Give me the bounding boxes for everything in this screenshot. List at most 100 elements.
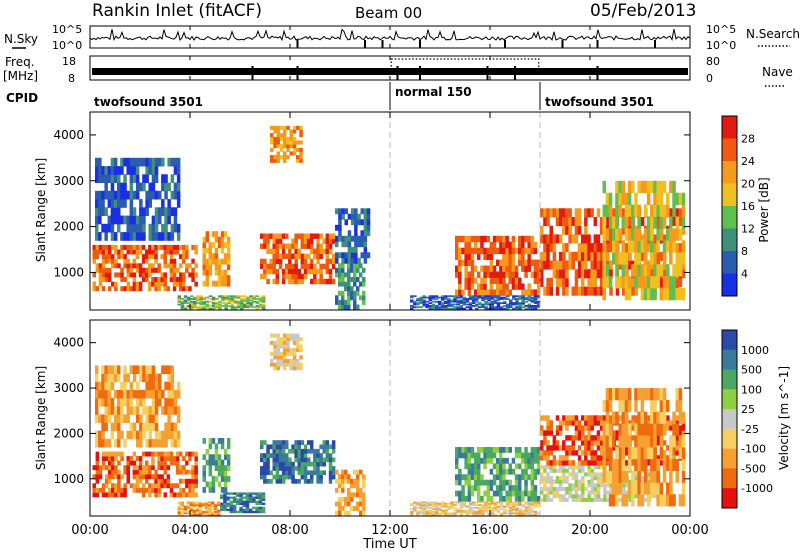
cell-r0-13-1 bbox=[132, 487, 137, 493]
cell-r10-26-7 bbox=[176, 381, 181, 391]
cell-r2-19-2 bbox=[319, 268, 323, 275]
cell-r3-21-7 bbox=[243, 298, 247, 300]
cell-r5-1-3 bbox=[458, 271, 462, 278]
cell-r2-12-7 bbox=[297, 448, 301, 454]
cell-r10-7-9 bbox=[117, 365, 121, 374]
cell-r5-11-6 bbox=[489, 253, 494, 260]
cell-r10-17-6 bbox=[148, 389, 152, 399]
cell-r10-9-0 bbox=[437, 307, 442, 310]
cell-r10-25-9 bbox=[487, 295, 491, 298]
cell-r7-13-9 bbox=[581, 465, 585, 470]
cell-r5-14-5 bbox=[499, 259, 503, 266]
cell-r7-7-2 bbox=[624, 264, 629, 277]
cell-r6-26-6 bbox=[536, 463, 541, 470]
cell-r0-5-9 bbox=[107, 451, 112, 457]
cell-r0-10-5 bbox=[123, 263, 127, 269]
cell-r9-21-0 bbox=[669, 494, 673, 507]
cell-r9-8-6 bbox=[627, 423, 632, 436]
cell-r0-22-9 bbox=[160, 451, 164, 457]
cell-r2-11-0 bbox=[294, 479, 298, 484]
cell-r6-2-9 bbox=[546, 208, 550, 218]
cell-r10-38-2 bbox=[527, 305, 532, 307]
cell-r7-25-0 bbox=[681, 288, 686, 301]
cell-r5-14-9 bbox=[499, 235, 503, 243]
cell-r12-24-6 bbox=[484, 505, 488, 508]
cell-r2-5-7 bbox=[275, 448, 280, 454]
cell-r2-23-9 bbox=[331, 233, 336, 239]
cell-r2-10-1 bbox=[291, 474, 295, 480]
cell-r11-9-6 bbox=[299, 344, 303, 349]
cell-r2-20-2 bbox=[322, 470, 326, 476]
cell-r12-16-2 bbox=[459, 511, 463, 513]
cell-r6-22-2 bbox=[524, 485, 528, 491]
cell-r10-16-0 bbox=[459, 307, 463, 310]
cell-r0-10-5 bbox=[123, 469, 127, 475]
cell-r1-6-4 bbox=[220, 258, 225, 265]
cell-r10-17-4 bbox=[462, 302, 467, 304]
cell-r7-15-7 bbox=[650, 204, 654, 217]
cell-r6-13-6 bbox=[581, 234, 585, 244]
cell-r1-7-4 bbox=[223, 465, 228, 471]
freq-label: Freq. bbox=[5, 55, 35, 69]
cell-r8-29-7 bbox=[631, 425, 635, 431]
cell-r8-18-7 bbox=[151, 174, 156, 183]
cell-r6-8-4 bbox=[480, 474, 484, 481]
cell-r1-3-5 bbox=[211, 459, 216, 466]
cell-r8-15-7 bbox=[587, 425, 591, 431]
cell-r10-9-8 bbox=[437, 296, 442, 299]
cell-r10-23-3 bbox=[481, 303, 485, 306]
cell-r7-6-3 bbox=[621, 252, 625, 265]
cell-r2-3-9 bbox=[269, 233, 273, 239]
cell-r3-26-8 bbox=[258, 296, 263, 299]
cell-r4-3-7 bbox=[344, 272, 348, 278]
cell-r8-9-5 bbox=[568, 435, 572, 441]
cell-r2-14-3 bbox=[303, 466, 308, 471]
cell-r2-8-1 bbox=[285, 474, 289, 480]
cell-r10-34-3 bbox=[515, 303, 519, 306]
cell-r12-8-6 bbox=[434, 505, 439, 508]
cell-r8-7-0 bbox=[562, 460, 566, 466]
cell-r9-9-5 bbox=[299, 140, 303, 145]
cell-r3-19-3 bbox=[236, 303, 241, 306]
cell-r12-23-6 bbox=[481, 505, 485, 508]
cell-r10-1-0 bbox=[98, 438, 102, 448]
cell-r2-5-7 bbox=[275, 243, 280, 249]
cell-r10-6-2 bbox=[428, 305, 433, 307]
cell-r0-13-0 bbox=[132, 286, 137, 292]
cell-r5-14-0 bbox=[499, 289, 503, 296]
cell-r5-7-6 bbox=[356, 483, 360, 489]
cell-r8-25-5 bbox=[173, 190, 178, 200]
cell-r11-5-7 bbox=[286, 340, 290, 345]
cell-r10-7-1 bbox=[431, 306, 436, 309]
cell-r0-28-0 bbox=[179, 286, 183, 292]
cell-r4-6-6 bbox=[195, 505, 200, 508]
cell-r1-8-1 bbox=[226, 275, 231, 282]
cell-r0-23-1 bbox=[163, 281, 167, 287]
cell-r5-7-0 bbox=[477, 289, 481, 296]
cell-r12-39-9 bbox=[530, 501, 535, 504]
cell-r3-21-9 bbox=[243, 295, 247, 298]
cell-r11-0-3 bbox=[335, 241, 339, 248]
cell-r2-15-9 bbox=[306, 233, 311, 239]
cell-r3-9-8 bbox=[248, 494, 253, 497]
cell-r0-4-2 bbox=[104, 277, 109, 282]
cell-r10-32-5 bbox=[509, 300, 513, 303]
cell-r7-13-3 bbox=[643, 252, 648, 265]
cell-r11-9-4 bbox=[363, 235, 368, 242]
cell-r6-3-6 bbox=[464, 463, 468, 470]
cell-r9-7-2 bbox=[292, 151, 297, 156]
cell-r0-21-3 bbox=[157, 478, 161, 484]
cell-r10-36-3 bbox=[521, 303, 525, 306]
cell-r9-2-0 bbox=[608, 494, 613, 507]
cell-r5-4-2 bbox=[347, 501, 351, 507]
cell-r7-21-2 bbox=[606, 490, 610, 495]
cell-r7-15-5 bbox=[587, 479, 591, 484]
cell-r12-35-2 bbox=[518, 511, 522, 513]
cell-r0-15-3 bbox=[138, 272, 143, 278]
cell-r7-25-0 bbox=[618, 497, 623, 502]
time-x-axis: 00:00 04:00 08:00 12:00 16:00 20:00 00:00 bbox=[71, 26, 709, 538]
cell-r6-4-8 bbox=[467, 452, 472, 459]
cell-r5-7-8 bbox=[356, 474, 360, 480]
cell-r5-0-6 bbox=[455, 253, 459, 260]
cell-r12-6-1 bbox=[428, 512, 433, 515]
